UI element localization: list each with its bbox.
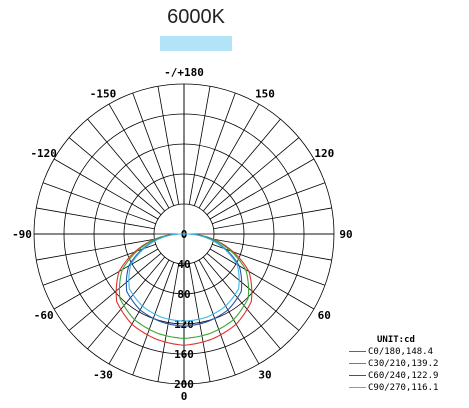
- legend-item: C90/270,116.1: [345, 382, 469, 394]
- angle-label: -120: [30, 147, 57, 160]
- grid-spoke: [212, 182, 326, 225]
- grid-spoke: [188, 86, 211, 205]
- legend-item: C60/240,122.9: [345, 370, 469, 382]
- grid-spoke: [206, 137, 300, 216]
- color-swatch: [160, 36, 232, 51]
- grid-spoke: [198, 259, 260, 365]
- legend-item: C30/210,139.2: [345, 358, 469, 370]
- radial-tick-label: 40: [177, 258, 190, 271]
- radial-tick-label: 160: [174, 348, 194, 361]
- legend-swatch: [349, 387, 366, 388]
- legend-label: C60/240,122.9: [368, 371, 439, 381]
- legend: UNIT:cd C0/180,148.4 C30/210,139.2 C60/240…: [345, 334, 469, 394]
- grid-spoke: [108, 259, 170, 365]
- chart-title: 6000K: [167, 6, 225, 28]
- angle-label: -60: [34, 309, 54, 322]
- angle-label: 60: [318, 309, 331, 322]
- legend-swatch: [349, 351, 366, 352]
- grid-spoke: [157, 86, 180, 205]
- grid-spoke: [157, 263, 180, 382]
- grid-spoke: [53, 158, 159, 220]
- grid-spoke: [202, 256, 281, 350]
- series-curve-0: [115, 233, 253, 346]
- grid-spoke: [36, 238, 155, 261]
- grid-spoke: [209, 158, 315, 220]
- angle-label: -90: [12, 228, 32, 241]
- legend-label: C90/270,116.1: [368, 383, 439, 393]
- grid-spoke: [53, 248, 159, 310]
- series-curve-2: [125, 233, 243, 327]
- grid-spoke: [36, 207, 155, 230]
- grid-spoke: [68, 137, 162, 216]
- radial-tick-label: 120: [174, 318, 194, 331]
- grid-spoke: [213, 238, 332, 261]
- series-curve-3: [128, 233, 240, 322]
- angle-label: -150: [90, 88, 117, 101]
- legend-swatch: [349, 375, 366, 376]
- grid-spoke: [206, 252, 300, 331]
- unit-label: UNIT:cd: [377, 335, 415, 345]
- radial-tick-label: 200: [174, 378, 194, 391]
- legend-label: C30/210,139.2: [368, 359, 439, 369]
- angle-label: -/+180: [164, 66, 204, 79]
- angle-label: 30: [258, 368, 271, 381]
- grid-spoke: [198, 103, 260, 209]
- grid-spoke: [213, 207, 332, 230]
- legend-swatch: [349, 363, 366, 364]
- radial-tick-label: 80: [177, 288, 190, 301]
- angle-label: -30: [93, 368, 113, 381]
- angle-label: 150: [255, 88, 275, 101]
- legend-label: C0/180,148.4: [368, 347, 434, 357]
- angle-label: 120: [314, 147, 334, 160]
- grid-spoke: [87, 256, 166, 350]
- grid-spoke: [209, 248, 315, 310]
- legend-item: C0/180,148.4: [345, 346, 469, 358]
- grid-spoke: [188, 263, 211, 382]
- grid-spoke: [212, 243, 326, 286]
- grid-spoke: [42, 182, 156, 225]
- angle-label: 0: [181, 390, 188, 403]
- grid-spoke: [87, 118, 166, 212]
- grid-spoke: [108, 103, 170, 209]
- grid-spoke: [202, 118, 281, 212]
- angle-label: 90: [339, 228, 352, 241]
- grid-spoke: [193, 92, 236, 206]
- grid-spoke: [68, 252, 162, 331]
- grid-spoke: [42, 243, 156, 286]
- grid-spoke: [132, 92, 175, 206]
- series-curve-1: [118, 233, 250, 339]
